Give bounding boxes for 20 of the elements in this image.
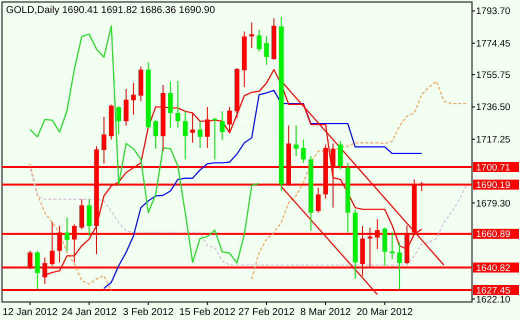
x-tick-label: 15 Feb 2012	[179, 307, 236, 318]
y-tick-label: 1793.70	[476, 6, 510, 18]
y-tick-label: 1717.25	[476, 134, 510, 146]
ref-line-label: 1660.89	[476, 229, 510, 240]
x-tick-label: 8 Mar 2012	[300, 307, 352, 318]
ref-line-label: 1627.45	[476, 285, 510, 296]
y-tick-label: 1622.10	[476, 294, 510, 306]
ref-line-label: 1700.71	[476, 162, 510, 174]
x-tick-label: 20 Mar 2012	[356, 307, 414, 318]
y-tick-label: 1679.30	[476, 198, 510, 210]
chart-title: GOLD,Daily 1690.41 1691.82 1686.36 1690.90	[6, 5, 216, 16]
ref-line-label: 1690.19	[476, 180, 510, 191]
x-tick-label: 3 Feb 2012	[122, 307, 174, 318]
x-tick-label: 27 Feb 2012	[238, 307, 295, 318]
y-tick-label: 1774.45	[476, 38, 510, 50]
ref-line-label: 1640.82	[476, 262, 510, 274]
x-tick-label: 24 Jan 2012	[62, 307, 118, 318]
y-tick-label: 1736.50	[476, 102, 510, 114]
y-tick-label: 1755.75	[476, 70, 510, 81]
x-tick-label: 12 Jan 2012	[2, 307, 58, 318]
